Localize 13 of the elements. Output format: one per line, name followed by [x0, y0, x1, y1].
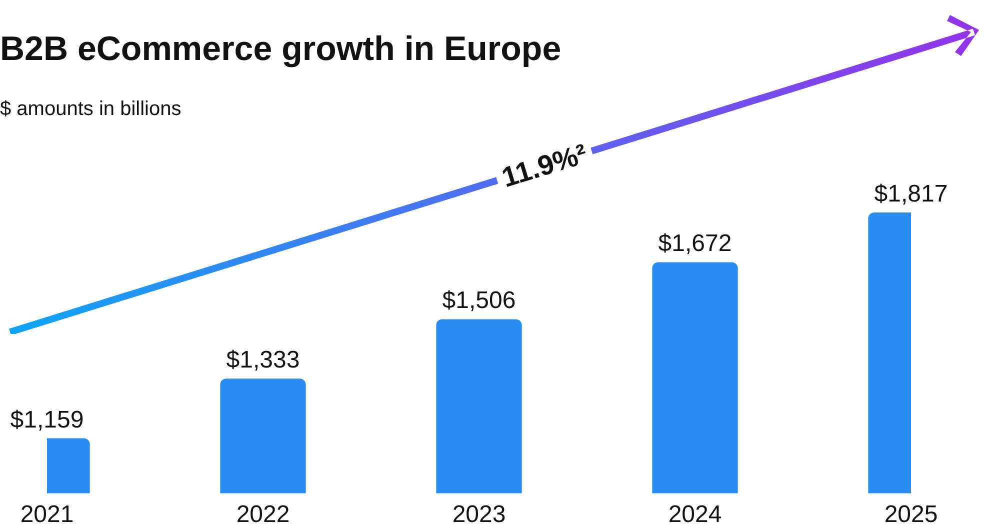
- chart-title: B2B eCommerce growth in Europe: [0, 30, 562, 69]
- data-label: $1,159: [10, 406, 84, 434]
- x-tick-label: 2021: [20, 501, 74, 528]
- data-label: $1,817: [874, 180, 948, 208]
- data-label: $1,333: [226, 346, 300, 374]
- x-tick-label: 2022: [236, 501, 290, 528]
- data-label: $1,672: [658, 230, 732, 258]
- x-tick-label: 2023: [452, 501, 506, 528]
- chart-subtitle: $ amounts in billions: [0, 98, 182, 121]
- data-label: $1,506: [442, 287, 516, 314]
- x-tick-label: 2024: [668, 501, 722, 528]
- x-tick-label: 2025: [884, 501, 938, 528]
- text: 11.9%²: [492, 136, 597, 196]
